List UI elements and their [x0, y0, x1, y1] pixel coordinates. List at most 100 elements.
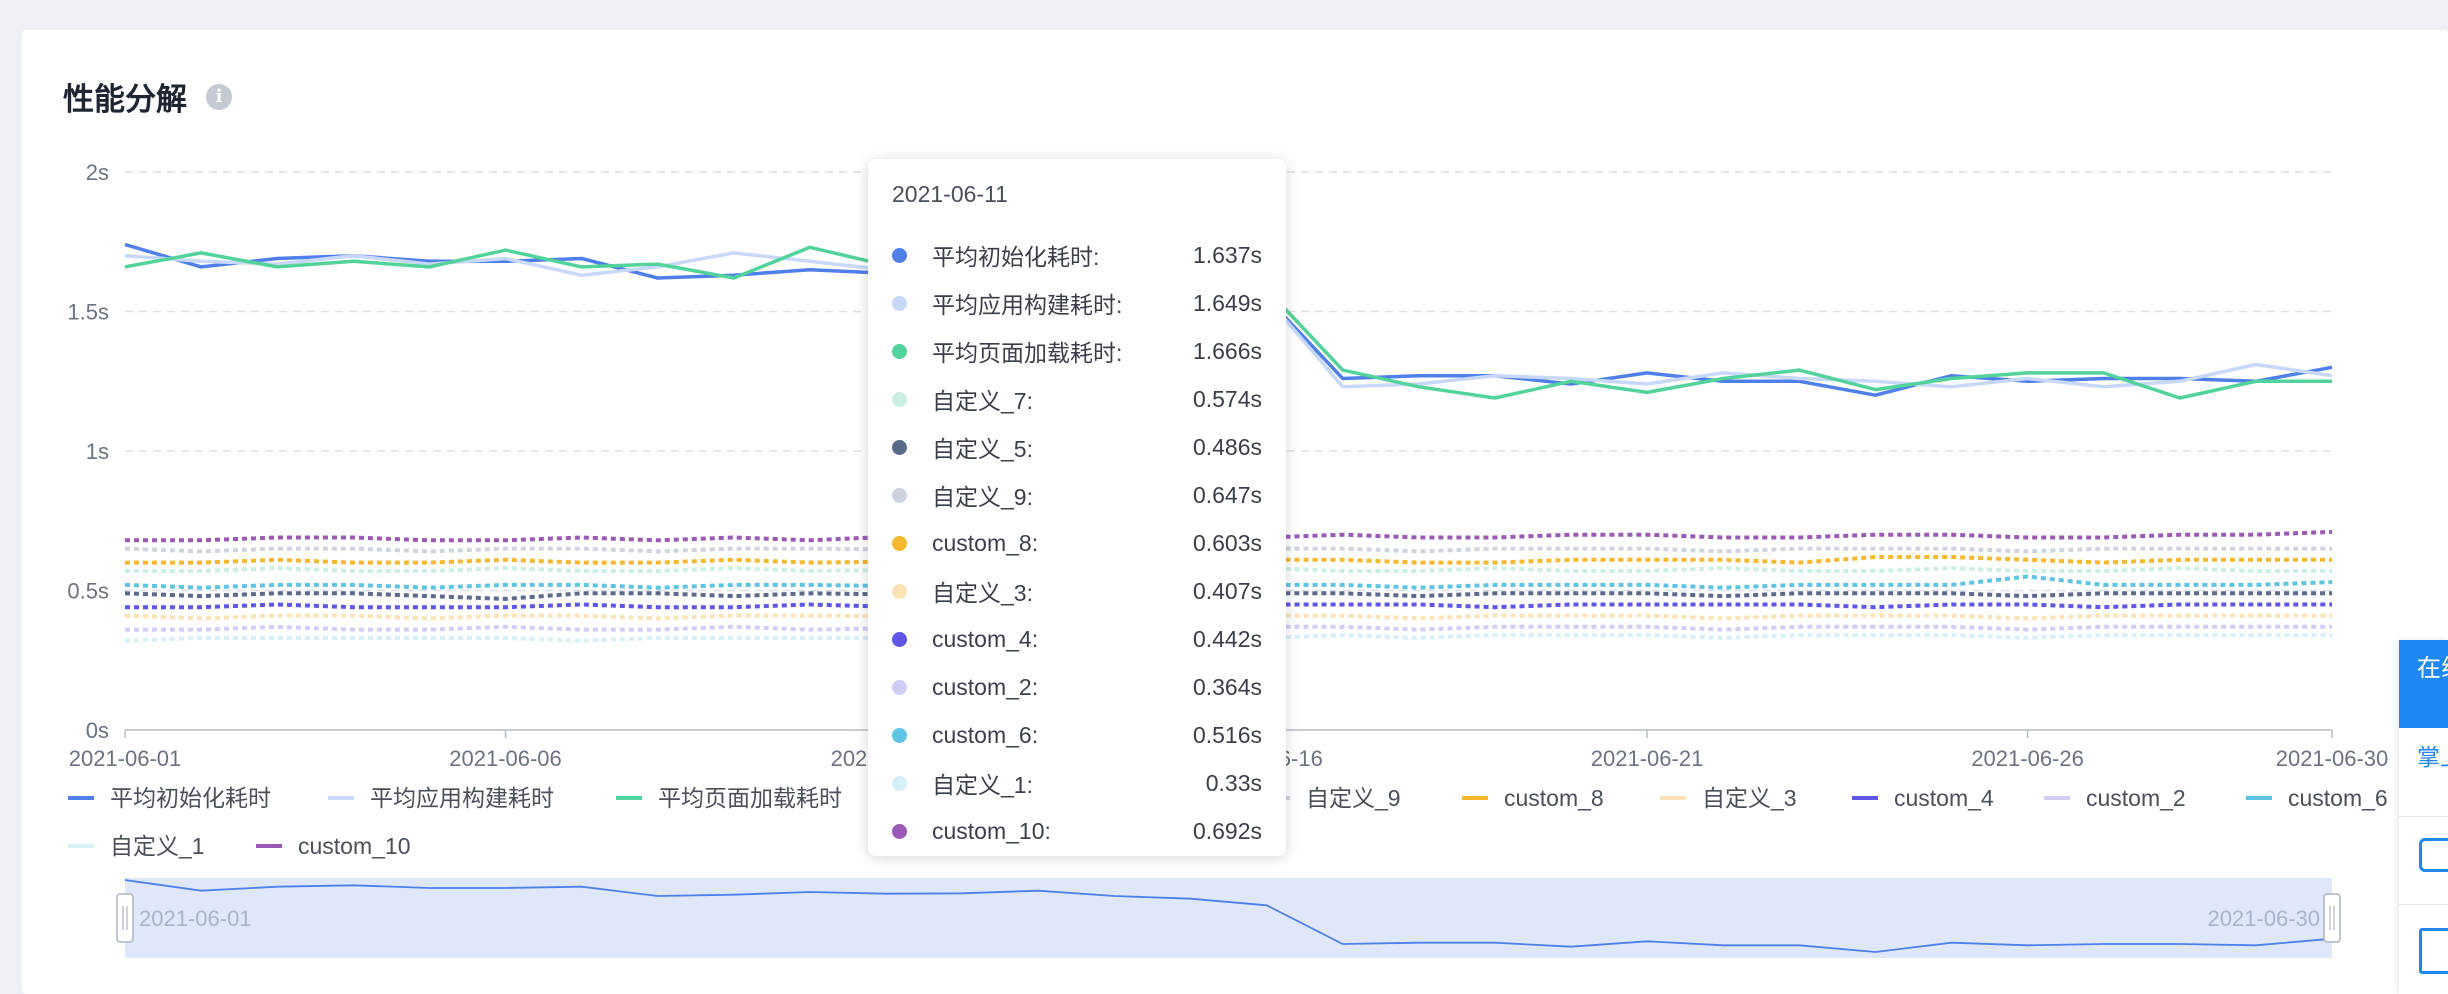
tooltip-series-label: custom_4: — [932, 625, 1039, 652]
data-point — [427, 265, 431, 269]
data-point — [503, 558, 507, 562]
data-point — [1645, 533, 1649, 537]
legend-item-label[interactable]: custom_4 — [1894, 785, 1994, 811]
data-point — [579, 546, 583, 550]
data-point — [1797, 583, 1801, 587]
data-point — [1949, 613, 1953, 617]
data-point — [503, 605, 507, 609]
tooltip-series-value: 0.33s — [1205, 769, 1262, 796]
data-point — [1493, 373, 1497, 377]
series-line — [124, 633, 2332, 643]
data-point — [1493, 396, 1497, 400]
data-point — [1797, 546, 1801, 550]
data-point — [1645, 633, 1649, 637]
data-point — [1417, 627, 1421, 631]
data-point — [503, 597, 507, 601]
legend-item-label[interactable]: 平均页面加载耗时 — [658, 785, 842, 811]
info-icon[interactable]: i — [206, 84, 232, 110]
data-point — [199, 569, 203, 573]
legend-item-label[interactable]: 自定义_1 — [110, 833, 205, 859]
data-point — [1721, 636, 1725, 640]
legend-item-label[interactable]: 平均应用构建耗时 — [370, 785, 554, 811]
data-point — [1340, 591, 1344, 595]
data-point — [1949, 591, 1953, 595]
data-point — [732, 594, 736, 598]
qrcode-icon[interactable] — [2419, 928, 2448, 974]
data-point — [2178, 566, 2182, 570]
data-point — [732, 636, 736, 640]
legend-item-label[interactable]: custom_2 — [2086, 785, 2186, 811]
data-point — [1797, 560, 1801, 564]
zoom-slider-handle[interactable] — [116, 893, 134, 943]
data-point — [1645, 558, 1649, 562]
data-point — [1340, 546, 1344, 550]
data-point — [1797, 633, 1801, 637]
data-point — [1569, 583, 1573, 587]
data-point — [808, 245, 812, 249]
legend-item-label[interactable]: custom_10 — [298, 833, 411, 859]
data-point — [1569, 613, 1573, 617]
tooltip-row: custom_2: 0.364s — [892, 663, 1262, 711]
message-icon[interactable] — [2419, 838, 2448, 872]
x-tick-label: 2021-06-30 — [2276, 746, 2389, 771]
data-point — [732, 251, 736, 255]
data-point — [427, 636, 431, 640]
data-point — [656, 549, 660, 553]
data-point — [656, 627, 660, 631]
data-point — [732, 566, 736, 570]
data-point — [123, 265, 127, 269]
online-service-button[interactable]: 在线客服 — [2399, 640, 2448, 728]
data-point — [351, 254, 355, 258]
data-point — [427, 569, 431, 573]
data-point — [123, 546, 127, 550]
data-point — [1340, 368, 1344, 372]
data-point — [1873, 546, 1877, 550]
data-point — [1797, 613, 1801, 617]
data-point — [123, 560, 127, 564]
series-line — [124, 574, 2333, 590]
tooltip-series-value: 0.407s — [1192, 577, 1262, 604]
data-point — [2330, 602, 2334, 606]
legend-item-label[interactable]: 自定义_3 — [1702, 785, 1797, 811]
data-point — [579, 560, 583, 564]
data-point — [503, 538, 507, 542]
data-point — [579, 627, 583, 631]
data-point — [1417, 373, 1421, 377]
legend-item-label[interactable]: 平均初始化耗时 — [110, 785, 271, 811]
data-point — [1417, 594, 1421, 598]
series-line — [125, 529, 2333, 543]
customer-service-widget[interactable]: 在线客服 掌上好友 — [2399, 640, 2448, 994]
data-point — [808, 636, 812, 640]
data-point — [1721, 594, 1725, 598]
data-point — [2254, 633, 2258, 637]
data-point — [503, 566, 507, 570]
data-point — [2101, 371, 2105, 375]
legend-item-label[interactable]: 自定义_9 — [1306, 785, 1401, 811]
data-point — [1417, 636, 1421, 640]
data-point — [1417, 569, 1421, 573]
data-point — [1569, 602, 1573, 606]
data-point — [1949, 385, 1953, 389]
data-point — [2330, 365, 2334, 369]
data-point — [199, 538, 203, 542]
legend-item-label[interactable]: custom_6 — [2288, 785, 2388, 811]
data-point — [579, 569, 583, 573]
data-point — [579, 535, 583, 539]
zoom-slider-handle[interactable] — [2323, 893, 2341, 943]
tooltip-row: 平均应用构建耗时: 1.649s — [892, 279, 1262, 327]
data-point — [1721, 566, 1725, 570]
data-point — [2025, 636, 2029, 640]
data-point — [275, 591, 279, 595]
legend-item-label[interactable]: custom_8 — [1504, 785, 1604, 811]
mobile-link[interactable]: 掌上好友 — [2417, 744, 2448, 770]
data-point — [2178, 625, 2182, 629]
tooltip-series-dot — [892, 343, 907, 359]
data-point — [1493, 633, 1497, 637]
data-point — [1493, 591, 1497, 595]
data-point — [2178, 558, 2182, 562]
data-point — [427, 549, 431, 553]
data-point — [2330, 530, 2334, 534]
data-point — [2330, 558, 2334, 562]
data-point — [656, 616, 660, 620]
